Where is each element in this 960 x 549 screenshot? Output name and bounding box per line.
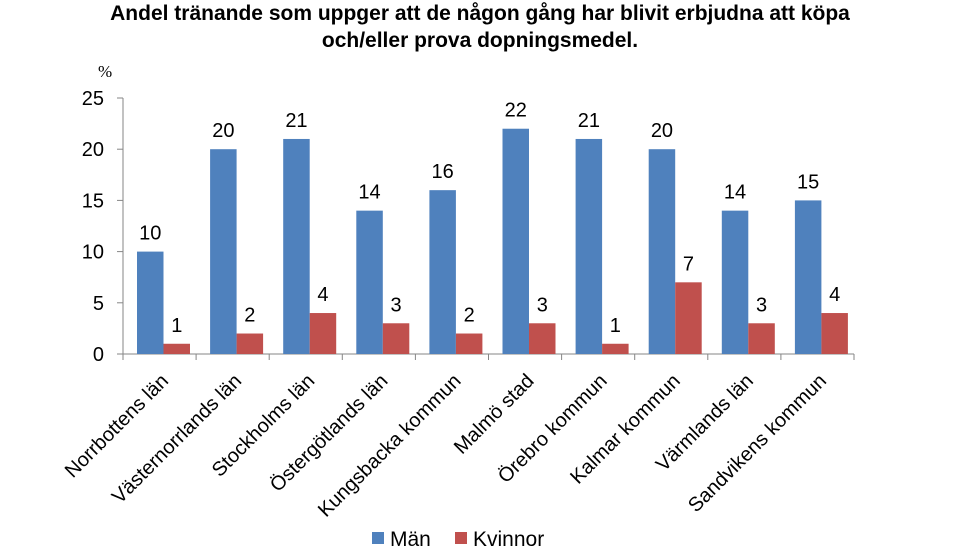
bar-man (721, 210, 749, 354)
bar-man (356, 210, 383, 354)
data-label: 3 (756, 294, 767, 316)
bar-kvinnor (163, 343, 190, 354)
bar-man (283, 138, 310, 354)
legend: Män Kvinnor (372, 528, 544, 549)
bar-kvinnor (236, 333, 264, 354)
bar-kvinnor (382, 323, 410, 354)
data-label: 10 (139, 223, 161, 245)
bar-kvinnor (455, 333, 483, 354)
chart-title: Andel tränande som uppger att de någon g… (0, 0, 960, 54)
bar-kvinnor (309, 313, 337, 354)
data-label: 21 (578, 110, 600, 132)
y-tick-label: 15 (82, 190, 104, 212)
category-label: Sandvikens kommun (684, 370, 831, 517)
legend-label: Män (390, 528, 431, 549)
bar-man (429, 190, 456, 354)
legend-label: Kvinnor (473, 528, 544, 549)
data-label: 1 (171, 315, 182, 337)
bar-man (648, 149, 676, 354)
y-tick-label: 25 (82, 88, 104, 110)
bar-man (210, 149, 237, 354)
category-label: Västernorrlands län (108, 370, 246, 508)
bar-man (575, 138, 603, 354)
bar-man (502, 128, 529, 354)
data-label: 15 (797, 171, 819, 193)
chart-title-line-1: Andel tränande som uppger att de någon g… (110, 2, 850, 25)
bar-man (137, 251, 164, 354)
data-labels: 10 20 21 14 16 22 21 20 14 15 1 2 4 3 2 3 1 7 3 4 (139, 100, 840, 337)
y-tick-label: 20 (82, 139, 104, 161)
bars (137, 128, 848, 354)
data-label: 3 (537, 294, 548, 316)
data-label: 20 (212, 120, 234, 142)
data-label: 21 (285, 110, 307, 132)
data-label: 14 (724, 182, 746, 204)
data-label: 2 (464, 305, 475, 327)
y-tick-label: 0 (93, 344, 104, 366)
data-label: 22 (505, 100, 527, 122)
data-label: 20 (651, 120, 673, 142)
category-label: Kungsbacka kommun (314, 370, 466, 522)
bar-kvinnor (675, 282, 702, 354)
data-label: 2 (244, 305, 255, 327)
data-label: 3 (390, 294, 401, 316)
y-tick-label: 10 (82, 242, 104, 264)
bar-kvinnor (821, 313, 848, 354)
legend-swatch (372, 532, 384, 544)
data-label: 1 (610, 315, 621, 337)
bar-man (794, 200, 822, 354)
bar-kvinnor (529, 323, 556, 354)
chart-title-line-2: och/eller prova dopningsmedel. (321, 29, 639, 52)
data-label: 4 (317, 284, 328, 306)
bar-kvinnor (602, 343, 629, 354)
data-label: 14 (358, 182, 380, 204)
data-label: 4 (829, 284, 840, 306)
data-label: 16 (432, 161, 454, 183)
legend-swatch (455, 532, 467, 544)
y-tick-label: 5 (93, 293, 104, 315)
data-label: 7 (683, 253, 694, 275)
bar-kvinnor (748, 323, 775, 354)
y-axis-unit: % (98, 62, 113, 81)
